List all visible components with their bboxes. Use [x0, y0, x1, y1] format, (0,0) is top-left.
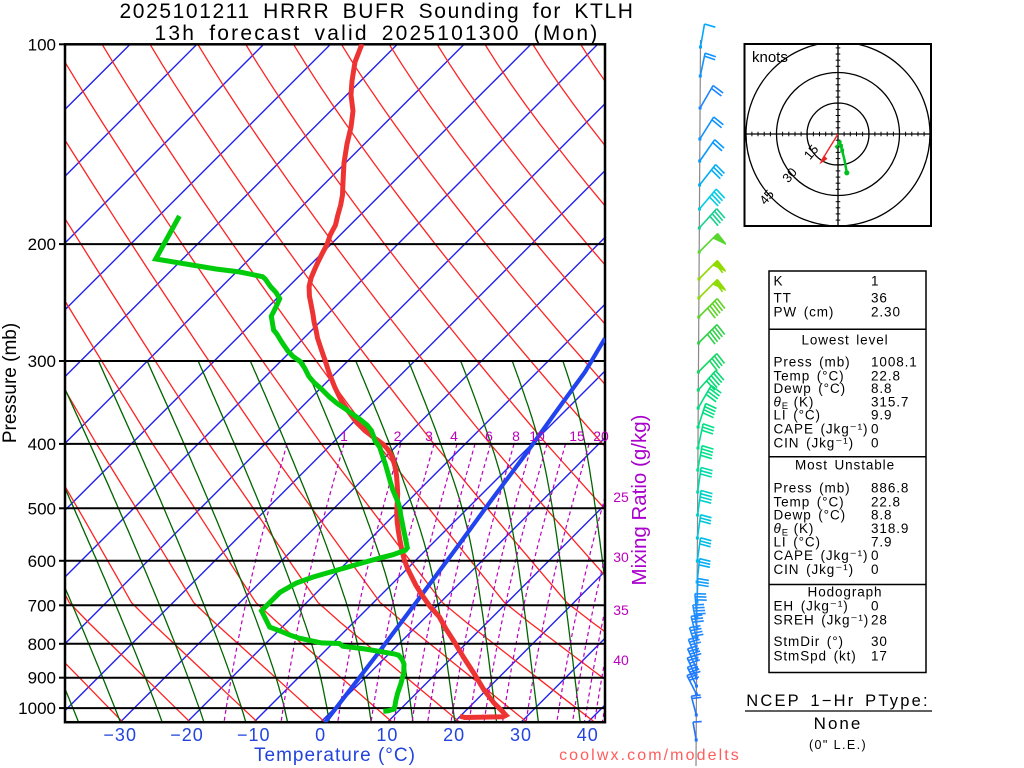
svg-text:318.9: 318.9	[871, 521, 909, 536]
svg-text:EH (Jkg⁻¹): EH (Jkg⁻¹)	[774, 599, 849, 614]
svg-text:LI (°C): LI (°C)	[774, 535, 821, 550]
svg-text:800: 800	[28, 635, 56, 654]
svg-text:600: 600	[28, 552, 56, 571]
svg-text:1008.1: 1008.1	[871, 355, 918, 370]
svg-text:30: 30	[510, 725, 532, 745]
svg-text:300: 300	[28, 352, 56, 371]
svg-text:4: 4	[450, 428, 458, 444]
svg-text:LI (°C): LI (°C)	[774, 408, 821, 423]
svg-text:0: 0	[315, 725, 326, 745]
svg-text:45: 45	[756, 187, 777, 208]
svg-text:10: 10	[529, 428, 545, 444]
svg-text:StmSpd (kt): StmSpd (kt)	[774, 649, 857, 664]
svg-text:10: 10	[376, 725, 398, 745]
svg-text:315.7: 315.7	[871, 395, 909, 410]
svg-text:NCEP 1−Hr PType:: NCEP 1−Hr PType:	[746, 692, 930, 710]
svg-text:1: 1	[871, 274, 879, 289]
svg-text:900: 900	[28, 669, 56, 688]
svg-text:40: 40	[577, 725, 599, 745]
svg-text:−20: −20	[170, 725, 204, 745]
svg-text:0: 0	[871, 599, 879, 614]
svg-text:22.8: 22.8	[871, 369, 901, 384]
svg-text:15: 15	[801, 142, 822, 163]
svg-text:Press (mb): Press (mb)	[774, 355, 851, 370]
svg-text:30: 30	[779, 165, 800, 186]
svg-text:2: 2	[394, 428, 402, 444]
svg-text:3: 3	[425, 428, 433, 444]
svg-text:0: 0	[871, 436, 879, 451]
svg-text:0: 0	[871, 548, 879, 563]
svg-text:886.8: 886.8	[871, 481, 909, 496]
svg-text:Temp (°C): Temp (°C)	[774, 495, 845, 510]
svg-text:8.8: 8.8	[871, 381, 892, 396]
svg-text:8.8: 8.8	[871, 508, 892, 523]
svg-text:0: 0	[871, 562, 879, 577]
svg-text:700: 700	[28, 596, 56, 615]
svg-text:22.8: 22.8	[871, 495, 901, 510]
svg-text:K: K	[774, 274, 784, 289]
svg-text:(0" L.E.): (0" L.E.)	[809, 738, 867, 752]
svg-text:TT: TT	[774, 291, 792, 306]
svg-text:8: 8	[512, 428, 520, 444]
svg-text:Lowest level: Lowest level	[801, 333, 888, 348]
svg-text:Press (mb): Press (mb)	[774, 481, 851, 496]
svg-text:28: 28	[871, 613, 888, 628]
svg-text:Dewp (°C): Dewp (°C)	[774, 381, 847, 396]
svg-text:−30: −30	[103, 725, 137, 745]
svg-text:CAPE (Jkg⁻¹): CAPE (Jkg⁻¹)	[774, 548, 869, 563]
svg-text:2025101211 HRRR BUFR Sounding: 2025101211 HRRR BUFR Sounding for KTLH	[120, 0, 635, 23]
svg-text:30: 30	[871, 634, 888, 649]
svg-text:13h forecast valid 2025101300: 13h forecast valid 2025101300 (Mon)	[155, 22, 600, 45]
svg-text:500: 500	[28, 499, 56, 518]
svg-text:9.9: 9.9	[871, 408, 892, 423]
svg-text:−10: −10	[237, 725, 271, 745]
svg-text:0: 0	[871, 421, 879, 436]
svg-text:coolwx.com/modelts: coolwx.com/modelts	[559, 747, 741, 764]
svg-text:1000: 1000	[18, 699, 56, 718]
svg-text:2.30: 2.30	[871, 305, 901, 320]
svg-text:35: 35	[613, 602, 629, 618]
svg-text:None: None	[814, 714, 863, 733]
svg-text:CAPE (Jkg⁻¹): CAPE (Jkg⁻¹)	[774, 421, 869, 436]
svg-text:1: 1	[340, 428, 348, 444]
svg-text:Mixing Ratio (g/kg): Mixing Ratio (g/kg)	[628, 415, 651, 586]
svg-text:Hodograph: Hodograph	[808, 585, 883, 600]
svg-text:15: 15	[569, 428, 585, 444]
svg-text:25: 25	[613, 489, 629, 505]
svg-text:StmDir (°): StmDir (°)	[774, 634, 844, 649]
svg-text:PW (cm): PW (cm)	[774, 305, 835, 320]
svg-text:knots: knots	[752, 49, 788, 66]
svg-text:400: 400	[28, 435, 56, 454]
svg-text:7.9: 7.9	[871, 535, 892, 550]
svg-text:Dewp (°C): Dewp (°C)	[774, 508, 847, 523]
svg-text:36: 36	[871, 291, 888, 306]
svg-text:θE (K): θE (K)	[774, 395, 815, 413]
svg-text:40: 40	[613, 652, 629, 668]
svg-text:Temperature (°C): Temperature (°C)	[254, 745, 416, 766]
svg-text:Most Unstable: Most Unstable	[795, 458, 895, 473]
svg-text:200: 200	[28, 235, 56, 254]
svg-text:6: 6	[485, 428, 493, 444]
svg-text:Temp (°C): Temp (°C)	[774, 369, 845, 384]
svg-text:Pressure (mb): Pressure (mb)	[0, 323, 21, 443]
svg-text:20: 20	[443, 725, 465, 745]
svg-text:17: 17	[871, 649, 888, 664]
svg-text:CIN (Jkg⁻¹): CIN (Jkg⁻¹)	[774, 562, 855, 577]
svg-text:SREH (Jkg⁻¹): SREH (Jkg⁻¹)	[774, 613, 870, 628]
svg-text:θE (K): θE (K)	[774, 521, 815, 539]
svg-text:20: 20	[593, 428, 609, 444]
svg-text:CIN (Jkg⁻¹): CIN (Jkg⁻¹)	[774, 436, 855, 451]
svg-text:30: 30	[613, 549, 629, 565]
svg-text:100: 100	[28, 35, 56, 54]
